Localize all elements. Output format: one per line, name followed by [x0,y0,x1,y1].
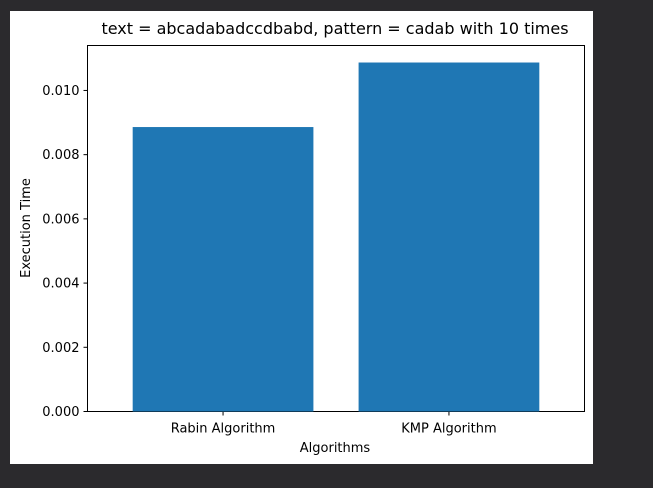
y-tick-label: 0.000 [42,405,79,420]
plot-area-frame [87,45,585,412]
x-tick-label: Rabin Algorithm [171,422,276,437]
x-axis: Rabin Algorithm KMP Algorithm [171,411,497,437]
y-axis-label: Execution Time [19,178,34,278]
y-tick-label: 0.002 [42,341,79,356]
bar-rabin-algorithm [132,127,314,412]
chart-title: text = abcadabadccdbabd, pattern = cadab… [101,19,568,38]
bar-kmp-algorithm [358,62,540,412]
x-tick-label: KMP Algorithm [401,422,496,437]
x-axis-label: Algorithms [300,441,371,456]
y-axis: 0.000 0.002 0.004 0.006 0.008 0.010 [42,84,88,420]
y-tick-label: 0.008 [42,148,79,163]
y-tick-label: 0.006 [42,212,79,227]
y-tick-label: 0.010 [42,84,79,99]
bars-group [132,62,540,412]
y-tick-label: 0.004 [42,277,79,292]
